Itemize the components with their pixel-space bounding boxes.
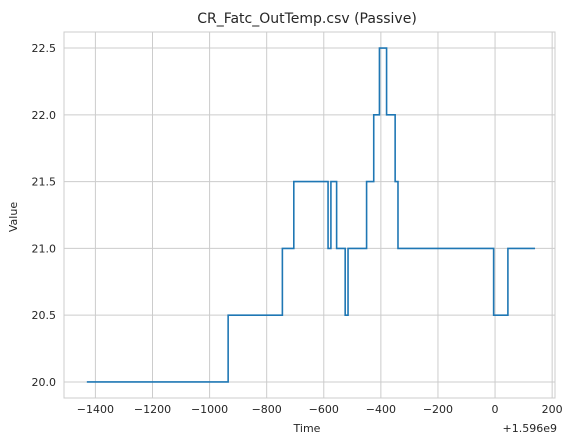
chart-title: CR_Fatc_OutTemp.csv (Passive)	[197, 11, 417, 27]
x-axis-label: Time	[293, 422, 321, 435]
y-tick-label: 22.5	[32, 42, 57, 55]
plot-frame	[63, 31, 556, 399]
series-group	[86, 47, 536, 383]
x-tick-label: −1200	[134, 403, 171, 416]
y-tick-labels: 20.0 20.5 21.0 21.5 22.0 22.5	[32, 42, 57, 389]
y-tick-label: 21.5	[32, 176, 57, 189]
x-tick-label: 200	[542, 403, 563, 416]
x-tick-label: −200	[423, 403, 453, 416]
y-tick-label: 20.0	[32, 376, 57, 389]
y-tick-label: 20.5	[32, 309, 57, 322]
series-line	[86, 47, 536, 383]
x-tick-label: 0	[492, 403, 499, 416]
y-tick-label: 22.0	[32, 109, 57, 122]
y-axis-label: Value	[7, 202, 20, 232]
x-axis-offset-label: +1.596e9	[503, 422, 557, 435]
x-tick-label: −800	[252, 403, 282, 416]
y-tick-label: 21.0	[32, 242, 57, 255]
x-tick-label: −400	[366, 403, 396, 416]
x-tick-labels: −1400 −1200 −1000 −800 −600 −400 −200 0 200	[77, 403, 563, 416]
x-tick-label: −600	[309, 403, 339, 416]
x-tick-label: −1000	[191, 403, 228, 416]
x-tick-label: −1400	[77, 403, 114, 416]
